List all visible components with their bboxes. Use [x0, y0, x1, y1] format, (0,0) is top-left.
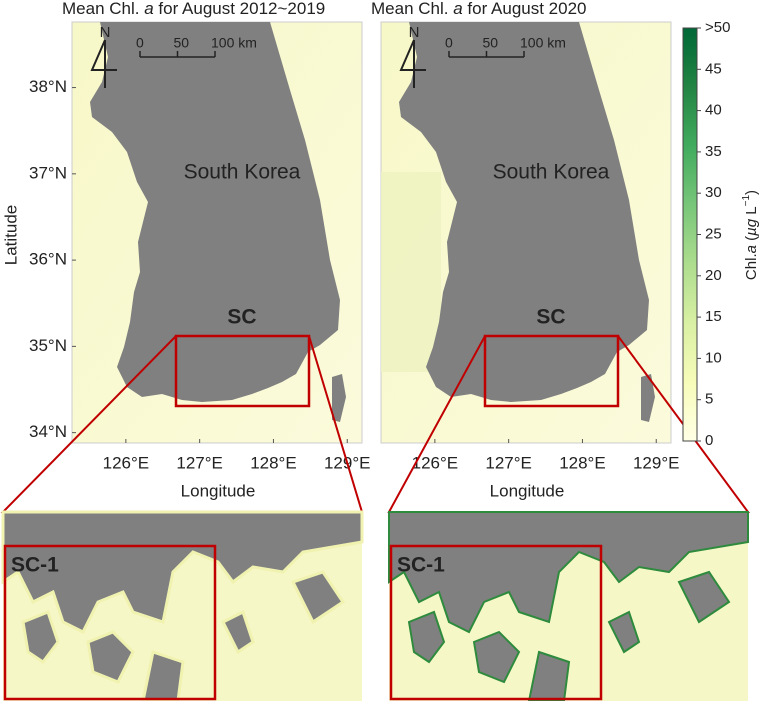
- panel-title: Mean Chl. a for August 2012~2019: [62, 0, 325, 18]
- y-tick-label: 35°N: [29, 336, 67, 355]
- colorbar-label-part: Chl.: [743, 253, 760, 280]
- land: [90, 22, 340, 402]
- colorbar-tick-label: 20: [705, 267, 722, 284]
- inset-land-shape: [1, 510, 364, 635]
- north-arrow: [90, 39, 117, 88]
- title-part: for August 2012~2019: [154, 0, 326, 18]
- inset-land-shape: [472, 630, 521, 684]
- inset-label: SC-1: [397, 554, 445, 577]
- panel-title: Mean Chl. a for August 2020: [371, 0, 587, 18]
- inset-box: [389, 544, 603, 701]
- inset-land-shape: [86, 630, 135, 684]
- land-label: South Korea: [493, 161, 610, 184]
- inset-label: SC-1: [11, 554, 59, 577]
- north-label: N: [409, 24, 420, 41]
- colorbar-tick-label: 15: [705, 308, 722, 325]
- title-part: Mean Chl.: [62, 0, 144, 18]
- colorbar-tick-label: >50: [705, 19, 730, 36]
- coastal-bloom: [381, 172, 441, 372]
- colorbar-label-part: −1: [741, 195, 752, 207]
- inset-box: [3, 544, 217, 701]
- colorbar-tick-label: 45: [705, 60, 722, 77]
- colorbar-tick-label: 30: [705, 184, 722, 201]
- x-tick-label: 128°E: [559, 453, 606, 472]
- colorbar-label-part: a: [743, 245, 760, 253]
- inset-land-shape: [21, 610, 60, 665]
- inset-land: [1, 510, 364, 701]
- north-label: N: [100, 24, 111, 41]
- colorbar-label-part: (: [743, 236, 760, 245]
- colorbar-tick-label: 25: [705, 225, 722, 242]
- inset-land-shape: [527, 650, 571, 701]
- y-tick-label: 36°N: [29, 250, 67, 269]
- inset-land-shape: [141, 650, 185, 701]
- x-axis-label: Longitude: [181, 481, 256, 500]
- scale-label: 100 km: [520, 35, 566, 51]
- x-tick-label: 126°E: [103, 453, 150, 472]
- land-label: South Korea: [184, 161, 301, 184]
- colorbar-tick-label: 5: [705, 391, 713, 408]
- y-axis-label: Latitude: [1, 205, 20, 266]
- inset-land-shape: [677, 570, 731, 624]
- scale-label: 100 km: [211, 35, 257, 51]
- colorbar-label-part: µg: [743, 218, 760, 236]
- region-label: SC: [536, 306, 565, 329]
- x-tick-label: 128°E: [250, 453, 297, 472]
- inset-land-shape: [220, 609, 255, 655]
- scale-label: 0: [445, 35, 453, 51]
- scale-label: 0: [136, 35, 144, 51]
- title-part: for August 2020: [463, 0, 587, 18]
- colorbar-label: Chl.a (µg L−1): [741, 190, 760, 280]
- colorbar-tick-label: 40: [705, 102, 722, 119]
- inset-land-shape: [388, 511, 749, 634]
- colorbar-tick-label: 10: [705, 349, 722, 366]
- x-tick-label: 127°E: [176, 453, 223, 472]
- north-arrow: [399, 39, 426, 88]
- x-axis-label: Longitude: [490, 481, 565, 500]
- title-part: a: [144, 0, 153, 18]
- inset-land-shape: [290, 570, 346, 625]
- colorbar-label-part: ): [743, 190, 760, 195]
- x-tick-label: 126°E: [412, 453, 459, 472]
- y-tick-label: 37°N: [29, 163, 67, 182]
- region-label: SC: [227, 306, 256, 329]
- title-part: a: [453, 0, 462, 18]
- scale-label: 50: [483, 35, 499, 51]
- title-part: Mean Chl.: [371, 0, 453, 18]
- inset-land-shape: [607, 610, 641, 654]
- x-tick-label: 129°E: [633, 453, 680, 472]
- colorbar-tick-label: 0: [705, 432, 713, 449]
- inset-land-shape: [407, 610, 446, 664]
- colorbar-label-part: L: [743, 206, 760, 219]
- x-tick-label: 127°E: [485, 453, 532, 472]
- colorbar-tick-label: 35: [705, 143, 722, 160]
- island: [641, 374, 655, 422]
- island: [332, 374, 346, 422]
- scale-label: 50: [174, 35, 190, 51]
- colorbar: [682, 27, 698, 442]
- inset-land: [388, 511, 749, 701]
- y-tick-label: 34°N: [29, 422, 67, 441]
- land: [399, 22, 649, 402]
- y-tick-label: 38°N: [29, 77, 67, 96]
